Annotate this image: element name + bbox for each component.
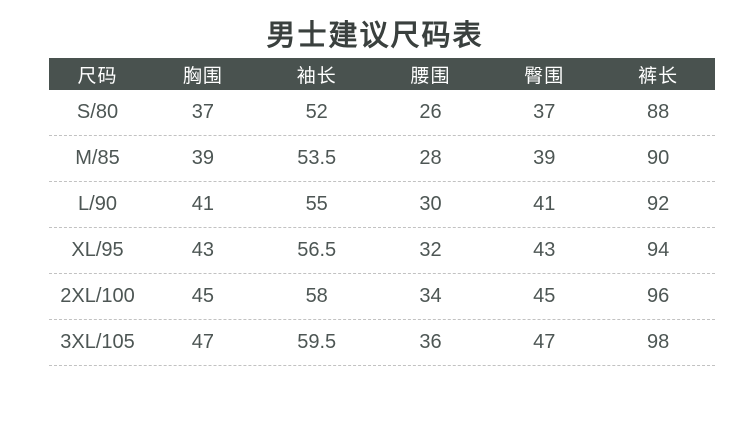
table-row: S/80 37 52 26 37 88: [49, 90, 715, 136]
table-cell: 92: [646, 193, 670, 215]
table-cell: 32: [419, 239, 442, 261]
header-cell: 胸围: [182, 65, 223, 87]
table-header-row: 尺码 胸围 袖长 腰围 臀围 裤长: [49, 58, 715, 90]
table-cell: M/85: [75, 147, 120, 169]
table-cell: 28: [419, 147, 442, 169]
table-row: L/90 41 55 30 41 92: [49, 182, 715, 228]
table-cell: 45: [191, 285, 215, 307]
table-row: M/85 39 53.5 28 39 90: [49, 136, 715, 182]
table-cell: 52: [305, 101, 328, 123]
table-cell: 30: [419, 193, 442, 215]
page-title: 男士建议尺码表: [266, 20, 484, 52]
table-cell: 96: [646, 285, 670, 307]
table-cell: 39: [191, 147, 215, 169]
table-cell: 43: [191, 239, 215, 261]
table-cell: 43: [533, 239, 556, 261]
header-cell: 尺码: [77, 65, 118, 87]
table-cell: 88: [646, 101, 670, 123]
table-cell: 98: [646, 331, 670, 353]
header-cell: 腰围: [410, 65, 451, 87]
table-cell: 37: [191, 101, 215, 123]
table-cell: 2XL/100: [60, 285, 135, 307]
table-cell: S/80: [76, 101, 119, 123]
table-cell: 41: [191, 193, 215, 215]
table-cell: 94: [646, 239, 670, 261]
table-cell: 53.5: [297, 147, 337, 169]
table-cell: 41: [533, 193, 556, 215]
table-cell: 90: [646, 147, 670, 169]
table-cell: XL/95: [71, 239, 124, 261]
header-cell: 裤长: [638, 65, 679, 87]
table-row: XL/95 43 56.5 32 43 94: [49, 228, 715, 274]
table-row: 2XL/100 45 58 34 45 96: [49, 274, 715, 320]
table-cell: 47: [191, 331, 215, 353]
table-cell: 39: [533, 147, 556, 169]
table-cell: 55: [305, 193, 328, 215]
table-cell: L/90: [78, 193, 117, 215]
table-cell: 45: [533, 285, 556, 307]
table-cell: 37: [533, 101, 556, 123]
size-table: 尺码 胸围 袖长 腰围 臀围 裤长 S/80 37 52 26 37 88 M/85 39 53.5 28 3…: [49, 58, 715, 366]
header-cell: 臀围: [524, 65, 565, 87]
table-cell: 56.5: [297, 239, 337, 261]
table-cell: 59.5: [297, 331, 337, 353]
table-cell: 47: [533, 331, 556, 353]
table-cell: 26: [419, 101, 442, 123]
table-cell: 34: [419, 285, 442, 307]
table-row: 3XL/105 47 59.5 36 47 98: [49, 320, 715, 366]
table-cell: 36: [419, 331, 442, 353]
table-body: S/80 37 52 26 37 88 M/85 39 53.5 28 39 90 L/90 41 55 30…: [49, 90, 715, 366]
table-cell: 58: [305, 285, 328, 307]
table-cell: 3XL/105: [60, 331, 135, 353]
header-cell: 袖长: [296, 65, 337, 87]
